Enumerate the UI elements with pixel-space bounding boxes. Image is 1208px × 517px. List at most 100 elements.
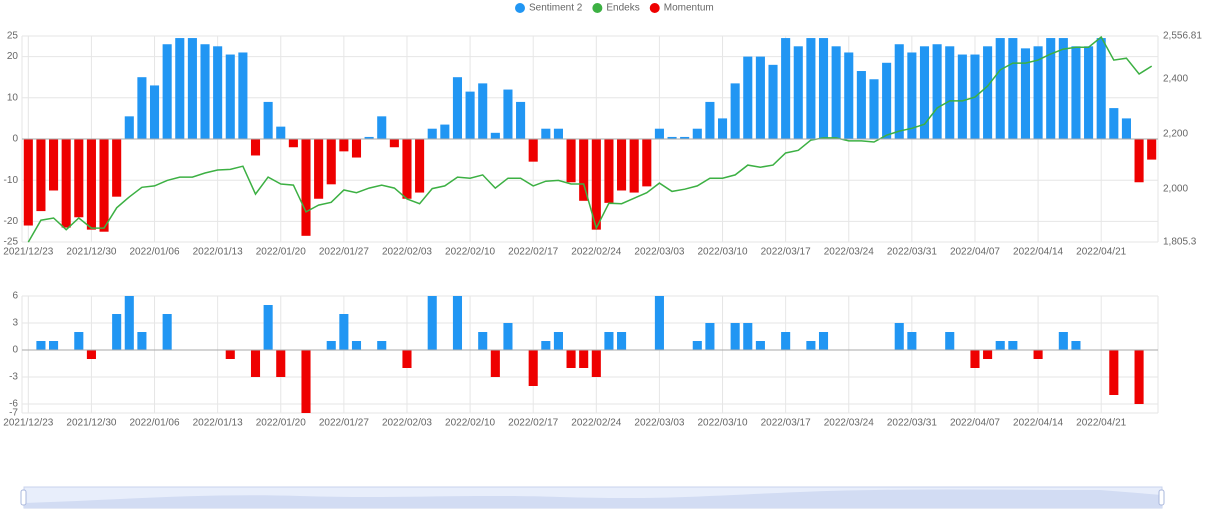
x-tick-label: 2022/02/03: [382, 247, 432, 258]
bar: [36, 341, 46, 350]
bar: [452, 296, 463, 350]
x-tick-label: 2022/02/24: [571, 247, 621, 258]
x-tick-label: 2021/12/30: [66, 418, 116, 429]
bar: [1071, 46, 1081, 139]
bar: [755, 341, 765, 350]
bar: [1121, 118, 1131, 139]
bar: [175, 38, 185, 140]
x-tick-label: 2022/01/20: [256, 247, 306, 258]
bar: [1134, 350, 1144, 404]
bar: [717, 118, 728, 139]
y2-tick-label: 1,805.3: [1163, 237, 1197, 248]
bar: [326, 341, 336, 350]
bar: [49, 139, 59, 191]
bar: [465, 91, 475, 139]
bar: [932, 44, 942, 139]
bar: [351, 341, 362, 350]
bar: [427, 128, 437, 139]
bar: [452, 77, 463, 139]
bar: [1020, 48, 1031, 139]
bar: [301, 139, 311, 236]
bar: [970, 350, 980, 368]
legend-label: Sentiment 2: [529, 3, 583, 14]
x-tick-label: 2022/02/03: [382, 418, 432, 429]
y-tick-label: 0: [12, 134, 18, 145]
bar: [339, 314, 349, 350]
bar: [276, 350, 286, 377]
x-tick-label: 2022/02/17: [508, 418, 558, 429]
bar: [516, 101, 526, 139]
bar: [112, 139, 122, 197]
zoom-handle-left[interactable]: [20, 489, 27, 506]
x-tick-label: 2022/01/13: [193, 247, 243, 258]
bar: [288, 139, 298, 148]
x-tick-label: 2022/04/14: [1013, 418, 1063, 429]
y2-tick-label: 2,400: [1163, 74, 1188, 85]
bar: [642, 139, 652, 187]
legend-marker: [592, 3, 603, 13]
bar: [1134, 139, 1144, 183]
bar: [869, 79, 879, 139]
bar: [36, 139, 46, 212]
x-tick-label: 2022/03/24: [824, 418, 874, 429]
bar: [490, 350, 500, 377]
bar: [99, 139, 109, 232]
x-tick-label: 2022/01/13: [193, 418, 243, 429]
bar: [124, 116, 134, 139]
bar: [440, 124, 450, 139]
bar: [730, 323, 740, 350]
x-tick-label: 2022/02/10: [445, 247, 495, 258]
bar: [831, 46, 841, 139]
bar: [604, 332, 614, 350]
bar: [553, 332, 563, 350]
bar: [743, 323, 753, 350]
bar: [768, 64, 778, 139]
bar: [326, 139, 336, 185]
bar: [490, 132, 500, 139]
bar: [882, 62, 892, 139]
bar: [339, 139, 349, 152]
bar: [680, 136, 690, 139]
bar: [692, 128, 702, 139]
x-tick-label: 2022/03/10: [698, 247, 748, 258]
y-tick-label: -6: [9, 399, 18, 410]
x-tick-label: 2022/03/10: [698, 418, 748, 429]
bar: [781, 332, 791, 350]
bar: [503, 323, 513, 350]
bar: [1008, 38, 1018, 140]
bar: [23, 139, 33, 226]
bar: [1147, 139, 1157, 160]
bar: [377, 341, 387, 350]
bar: [844, 52, 854, 140]
bar: [692, 341, 702, 350]
x-tick-label: 2022/03/03: [634, 418, 684, 429]
bar: [263, 101, 273, 139]
zoom-handle-right[interactable]: [1158, 489, 1165, 506]
x-tick-label: 2022/03/31: [887, 247, 937, 258]
y-tick-label: 0: [12, 345, 18, 356]
bar: [1033, 350, 1043, 359]
bar: [730, 83, 740, 139]
x-tick-label: 2022/03/17: [761, 418, 811, 429]
y2-tick-label: 2,000: [1163, 183, 1188, 194]
legend-marker: [649, 3, 660, 13]
bar: [162, 314, 172, 350]
y-tick-label: -10: [4, 175, 19, 186]
x-tick-label: 2022/01/20: [256, 418, 306, 429]
x-tick-label: 2022/03/17: [761, 247, 811, 258]
legend: Sentiment 2 Endeks Momentum: [515, 3, 714, 14]
bar: [1071, 341, 1081, 350]
bar: [213, 46, 223, 139]
bar: [86, 350, 96, 359]
y-tick-label: -25: [4, 237, 19, 248]
bar: [591, 139, 601, 230]
bar: [1046, 38, 1056, 140]
y-tick-label: 20: [7, 51, 19, 62]
bar: [200, 44, 210, 139]
bar: [225, 54, 235, 139]
bar: [187, 38, 197, 140]
bar: [250, 139, 261, 156]
bar: [1096, 38, 1106, 140]
y-tick-label: 10: [7, 92, 19, 103]
zoom-slider[interactable]: [20, 486, 1165, 509]
